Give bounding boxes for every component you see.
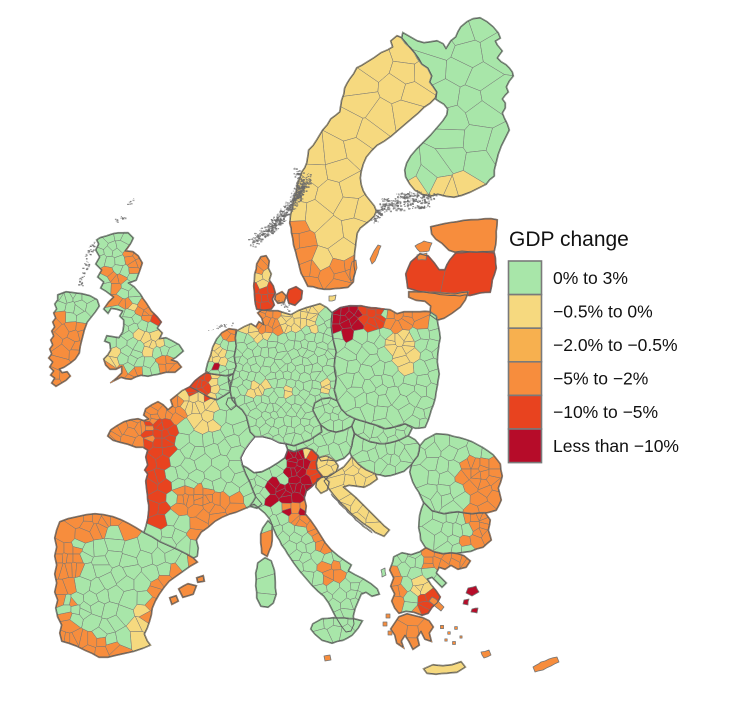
svg-text:−0.5% to 0%: −0.5% to 0% bbox=[553, 301, 653, 321]
svg-text:−2.0% to −0.5%: −2.0% to −0.5% bbox=[553, 335, 678, 355]
svg-text:−5% to −2%: −5% to −2% bbox=[553, 369, 648, 389]
svg-text:GDP change: GDP change bbox=[509, 228, 629, 251]
svg-text:Less than −10%: Less than −10% bbox=[553, 436, 679, 456]
svg-text:−10% to −5%: −10% to −5% bbox=[553, 402, 658, 422]
svg-text:0% to 3%: 0% to 3% bbox=[553, 268, 628, 288]
